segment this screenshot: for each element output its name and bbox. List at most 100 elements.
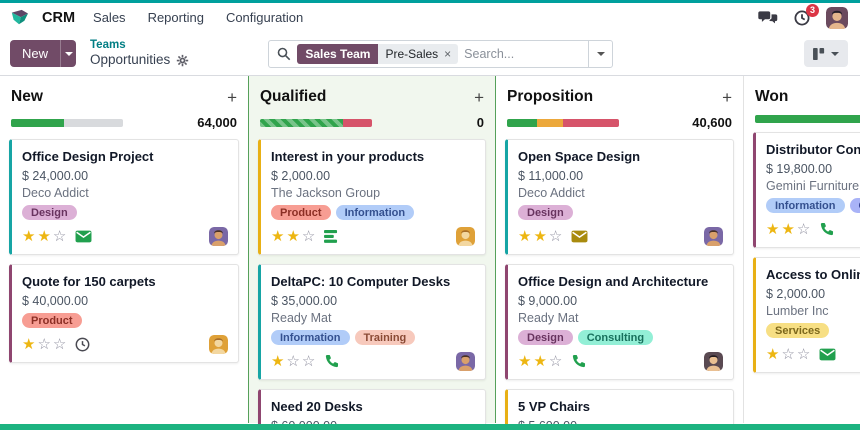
window-top-accent [0, 0, 860, 3]
kanban-card[interactable]: DeltaPC: 10 Computer Desks $ 35,000.00 R… [258, 264, 486, 380]
card-title: Interest in your products [271, 149, 425, 164]
tag: Design [518, 330, 573, 345]
card-partner: Lumber Inc [766, 304, 829, 318]
column-progressbar[interactable] [260, 118, 372, 127]
card-amount: $ 11,000.00 [518, 169, 584, 183]
activity-clock-icon[interactable] [75, 337, 90, 352]
kanban-card[interactable]: Quote for 150 carpets $ 40,000.00 Produc… [9, 264, 239, 363]
column-title: Won [755, 88, 789, 105]
kanban-card[interactable]: Interest in your products $ 2,000.00 The… [258, 139, 486, 255]
kanban-card[interactable]: Office Design and Architecture $ 9,000.0… [505, 264, 734, 380]
card-amount: $ 9,000.00 [518, 294, 578, 308]
priority-stars[interactable]: ★ ★ ☆ [22, 228, 67, 245]
facet-value: Pre-Sales [385, 46, 439, 61]
tag: Training [354, 330, 416, 345]
add-record-icon[interactable]: + [227, 87, 237, 107]
tag: Product [271, 205, 331, 220]
salesperson-avatar[interactable] [704, 352, 723, 371]
kanban-column-qualified: Qualified + 0 Interest in your products … [248, 76, 496, 430]
facet-remove-icon[interactable]: × [444, 46, 452, 61]
user-avatar[interactable] [826, 6, 848, 29]
kanban-column-proposition: Proposition + 40,600 Open Space Design $… [496, 76, 744, 430]
card-title: Need 20 Desks [271, 399, 363, 414]
activity-list-icon[interactable] [324, 230, 338, 243]
tag: Information [335, 205, 415, 220]
crm-app-logo-icon[interactable] [10, 9, 32, 27]
kanban-column-won: Won + Distributor Contract $ 19,800.00 G… [744, 76, 860, 423]
salesperson-avatar[interactable] [209, 227, 228, 246]
priority-stars[interactable]: ★ ★ ☆ [518, 228, 563, 245]
new-button-dropdown[interactable] [60, 40, 76, 67]
column-progressbar[interactable] [11, 118, 123, 127]
card-amount: $ 24,000.00 [22, 169, 89, 183]
menu-sales[interactable]: Sales [93, 10, 126, 25]
tag: Design [22, 205, 77, 220]
card-amount: $ 40,000.00 [22, 294, 89, 308]
priority-stars[interactable]: ★ ★ ☆ [518, 353, 563, 370]
tag: Information [766, 198, 845, 213]
column-title: Qualified [260, 88, 327, 105]
kanban-card[interactable]: Access to Online Catalog $ 2,000.00 Lumb… [753, 257, 860, 373]
view-switcher-button[interactable] [804, 40, 848, 67]
column-counter: 64,000 [197, 115, 237, 130]
card-title: 5 VP Chairs [518, 399, 591, 414]
card-title: DeltaPC: 10 Computer Desks [271, 274, 451, 289]
search-input[interactable] [464, 46, 581, 61]
card-title: Distributor Contract [766, 142, 860, 157]
tag: Consulting [577, 330, 654, 345]
priority-stars[interactable]: ★ ☆ ☆ [766, 346, 811, 363]
activity-envelope-icon[interactable] [819, 348, 836, 361]
card-partner: Ready Mat [271, 311, 332, 325]
salesperson-avatar[interactable] [456, 227, 475, 246]
salesperson-avatar[interactable] [456, 352, 475, 371]
card-partner: Deco Addict [518, 186, 585, 200]
column-progressbar[interactable] [507, 118, 619, 127]
card-partner: Gemini Furniture [766, 179, 860, 193]
priority-stars[interactable]: ★ ☆ ☆ [22, 336, 67, 353]
kanban-card[interactable]: Distributor Contract $ 19,800.00 Gemini … [753, 132, 860, 248]
activity-phone-icon[interactable] [571, 354, 586, 369]
salesperson-avatar[interactable] [704, 227, 723, 246]
new-button-label[interactable]: New [22, 46, 49, 61]
activity-envelope-icon[interactable] [75, 230, 92, 243]
control-panel: New Teams Opportunities Sales Team Pre-S… [0, 32, 860, 76]
card-amount: $ 2,000.00 [271, 169, 331, 183]
activities-clock-icon[interactable]: 3 [794, 3, 819, 26]
add-record-icon[interactable]: + [722, 87, 732, 107]
menu-reporting[interactable]: Reporting [147, 10, 204, 25]
chevron-down-icon [596, 51, 605, 56]
salesperson-avatar[interactable] [209, 335, 228, 354]
priority-stars[interactable]: ★ ★ ☆ [271, 228, 316, 245]
card-title: Office Design Project [22, 149, 154, 164]
breadcrumb-teams-link[interactable]: Teams [90, 39, 126, 52]
tag: Design [518, 205, 573, 220]
kanban-card[interactable]: Open Space Design $ 11,000.00 Deco Addic… [505, 139, 734, 255]
column-title: Proposition [507, 88, 594, 105]
kanban-view-icon [813, 47, 826, 60]
search-icon [277, 47, 291, 61]
new-button[interactable]: New [10, 40, 77, 67]
activity-phone-icon[interactable] [819, 222, 834, 237]
kanban-card[interactable]: Office Design Project $ 24,000.00 Deco A… [9, 139, 239, 255]
menu-configuration[interactable]: Configuration [225, 10, 304, 25]
activity-phone-icon[interactable] [324, 354, 339, 369]
top-navbar: CRM Sales Reporting Configuration 3 [0, 3, 860, 32]
app-name[interactable]: CRM [42, 9, 76, 26]
card-title: Access to Online Catalog [766, 267, 860, 282]
gear-icon[interactable] [176, 54, 189, 67]
search-facet[interactable]: Sales Team Pre-Sales × [297, 43, 459, 64]
priority-stars[interactable]: ★ ☆ ☆ [271, 353, 316, 370]
card-amount: $ 19,800.00 [766, 162, 833, 176]
add-record-icon[interactable]: + [474, 87, 484, 107]
activity-envelope-icon[interactable] [571, 230, 588, 243]
search-options-toggle[interactable] [588, 40, 612, 67]
priority-stars[interactable]: ★ ★ ☆ [766, 221, 811, 238]
tag: Other [849, 198, 860, 213]
card-amount: $ 35,000.00 [271, 294, 338, 308]
card-title: Open Space Design [518, 149, 641, 164]
kanban-board: New + 64,000 Office Design Project $ 24,… [0, 76, 860, 430]
column-title: New [11, 88, 43, 105]
messages-icon[interactable] [758, 10, 778, 25]
search-bar: Sales Team Pre-Sales × [268, 39, 614, 68]
column-progressbar[interactable] [755, 115, 860, 123]
